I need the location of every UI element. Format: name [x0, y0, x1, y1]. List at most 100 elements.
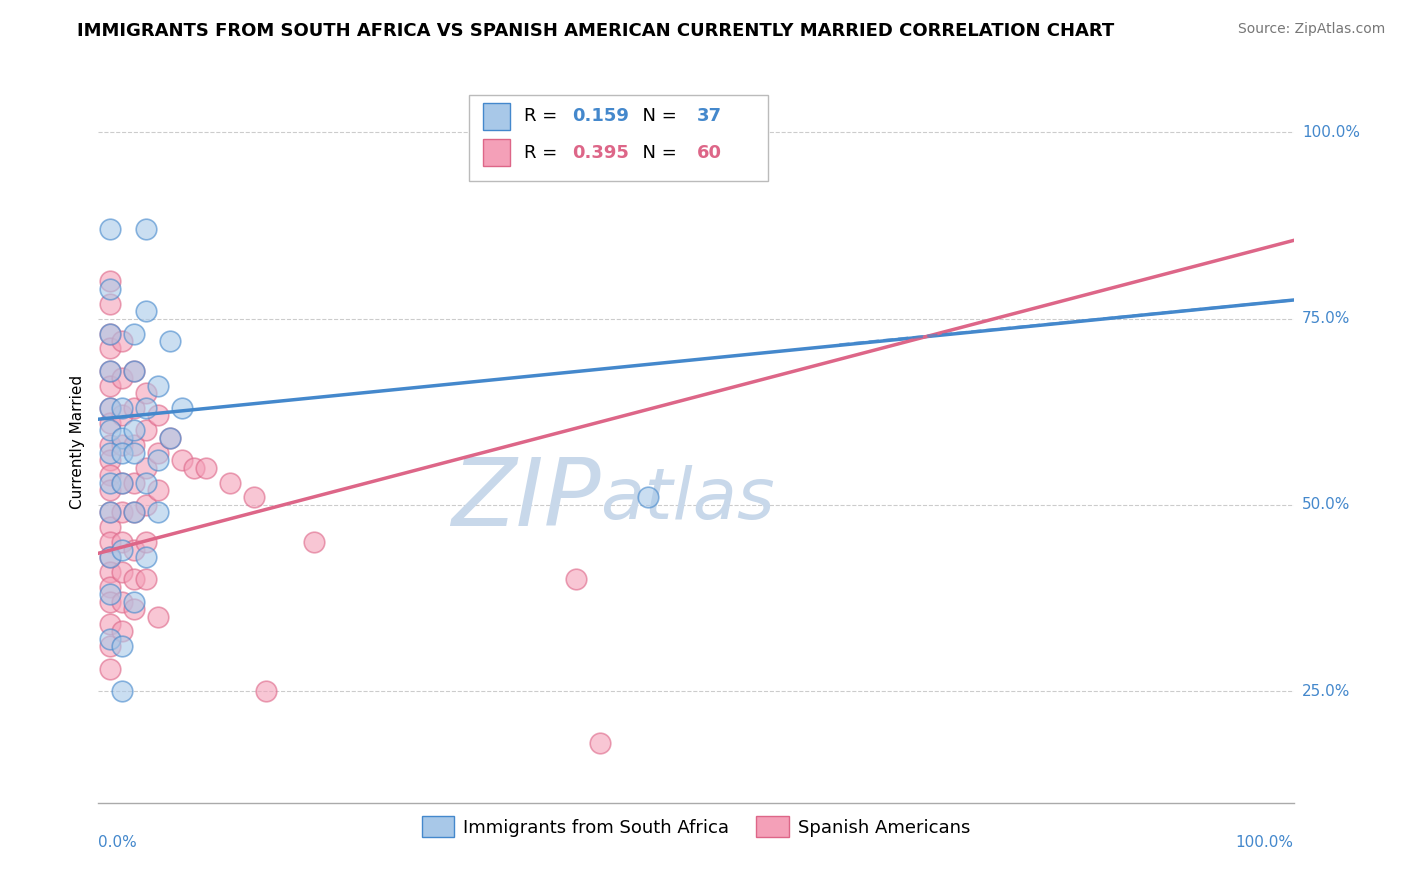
Point [98, 595, 122, 609]
Point [148, 609, 170, 624]
Point [98, 453, 122, 467]
Text: IMMIGRANTS FROM SOUTH AFRICA VS SPANISH AMERICAN CURRENTLY MARRIED CORRELATION C: IMMIGRANTS FROM SOUTH AFRICA VS SPANISH … [77, 22, 1115, 40]
Point [183, 460, 205, 475]
Point [98, 549, 122, 564]
Point [124, 505, 146, 519]
Point [124, 446, 146, 460]
Point [98, 326, 122, 341]
Point [172, 401, 194, 415]
Point [98, 580, 122, 594]
Point [148, 453, 170, 467]
Point [135, 386, 157, 401]
Text: 37: 37 [697, 107, 723, 126]
Point [243, 491, 266, 505]
Point [111, 535, 134, 549]
Point [172, 453, 194, 467]
Point [98, 342, 122, 356]
Point [124, 595, 146, 609]
Point [135, 475, 157, 490]
Point [98, 475, 122, 490]
Point [135, 572, 157, 586]
Text: Source: ZipAtlas.com: Source: ZipAtlas.com [1237, 22, 1385, 37]
Point [111, 624, 134, 639]
Point [124, 475, 146, 490]
Point [98, 438, 122, 452]
Point [111, 334, 134, 348]
Point [98, 401, 122, 415]
Point [637, 491, 659, 505]
Point [98, 468, 122, 483]
Point [98, 632, 122, 646]
Point [98, 617, 122, 632]
Point [98, 297, 122, 311]
Point [98, 364, 122, 378]
Point [124, 505, 146, 519]
Point [135, 222, 157, 236]
Point [135, 304, 157, 318]
Text: 100.0%: 100.0% [1302, 125, 1360, 140]
Point [111, 595, 134, 609]
Point [111, 542, 134, 557]
Point [111, 684, 134, 698]
Point [98, 505, 122, 519]
Point [98, 326, 122, 341]
Point [124, 423, 146, 437]
Point [124, 572, 146, 586]
Point [124, 438, 146, 452]
Legend: Immigrants from South Africa, Spanish Americans: Immigrants from South Africa, Spanish Am… [415, 809, 977, 845]
Point [124, 401, 146, 415]
Y-axis label: Currently Married: Currently Married [69, 375, 84, 508]
Point [98, 520, 122, 534]
Point [135, 460, 157, 475]
Point [124, 602, 146, 616]
FancyBboxPatch shape [484, 139, 509, 166]
Text: 0.0%: 0.0% [98, 835, 138, 850]
Point [98, 401, 122, 415]
FancyBboxPatch shape [484, 103, 509, 130]
Text: ZIP: ZIP [451, 454, 600, 545]
Point [135, 549, 157, 564]
Point [124, 542, 146, 557]
Point [111, 431, 134, 445]
Point [148, 483, 170, 497]
Point [159, 431, 181, 445]
Point [111, 409, 134, 423]
Point [111, 401, 134, 415]
Point [98, 423, 122, 437]
Point [98, 222, 122, 236]
Point [98, 535, 122, 549]
Point [135, 498, 157, 512]
Text: 0.159: 0.159 [572, 107, 628, 126]
Point [111, 438, 134, 452]
Text: N =: N = [631, 144, 683, 161]
Point [98, 364, 122, 378]
Point [98, 274, 122, 288]
Point [98, 587, 122, 601]
Point [111, 371, 134, 385]
Point [195, 460, 218, 475]
Point [124, 364, 146, 378]
Point [111, 565, 134, 579]
Point [124, 326, 146, 341]
Text: R =: R = [524, 107, 562, 126]
Point [148, 505, 170, 519]
FancyBboxPatch shape [470, 95, 768, 181]
Point [111, 640, 134, 654]
Text: 0.395: 0.395 [572, 144, 628, 161]
Point [148, 409, 170, 423]
Point [135, 535, 157, 549]
Point [111, 505, 134, 519]
Point [254, 684, 277, 698]
Point [98, 446, 122, 460]
Text: 75.0%: 75.0% [1302, 311, 1350, 326]
Point [148, 378, 170, 392]
Point [111, 446, 134, 460]
Text: N =: N = [631, 107, 683, 126]
Point [98, 565, 122, 579]
Point [148, 446, 170, 460]
Text: 60: 60 [697, 144, 723, 161]
Point [98, 662, 122, 676]
Point [98, 483, 122, 497]
Point [111, 475, 134, 490]
Text: atlas: atlas [600, 465, 775, 533]
